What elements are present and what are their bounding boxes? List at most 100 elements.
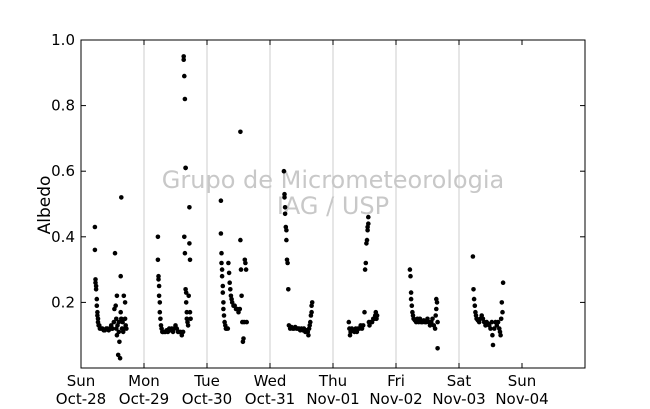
data-point (360, 323, 366, 328)
data-point (110, 326, 115, 331)
data-point (113, 303, 118, 309)
data-point (157, 300, 163, 305)
data-point (434, 306, 439, 312)
y-tick-label: 0.2 (51, 293, 75, 311)
data-point (219, 273, 225, 279)
data-point (284, 227, 289, 233)
data-point (184, 309, 190, 315)
data-point (93, 277, 98, 282)
data-point (374, 313, 380, 318)
x-tick-day-label: Fri (387, 372, 405, 390)
vertical-grid (143, 40, 460, 368)
data-point (182, 96, 188, 102)
data-point (156, 273, 161, 279)
data-point (187, 309, 193, 315)
data-point (499, 300, 505, 305)
data-point (182, 73, 187, 79)
data-point (226, 270, 232, 276)
data-point (363, 260, 369, 266)
x-tick-day-label: Thu (318, 372, 347, 390)
data-point (226, 260, 231, 266)
data-point (155, 234, 161, 240)
data-point (492, 326, 497, 331)
data-point (221, 313, 227, 318)
data-point (243, 260, 248, 266)
data-point (112, 250, 118, 256)
y-tick-label: 0.8 (51, 97, 75, 115)
data-point (94, 296, 100, 302)
data-point (239, 293, 244, 299)
data-point (157, 309, 163, 315)
data-point (227, 280, 232, 286)
data-point (183, 300, 189, 305)
data-point (117, 339, 122, 345)
data-point (94, 303, 100, 309)
data-point (500, 309, 505, 315)
x-tick-date-label: Oct-31 (245, 390, 295, 408)
data-point (118, 309, 123, 315)
data-points (92, 54, 506, 361)
data-point (218, 198, 224, 203)
data-point (241, 336, 246, 341)
data-point (432, 326, 438, 331)
x-tick-day-label: Tue (193, 372, 220, 390)
data-point (366, 221, 371, 226)
data-point (238, 267, 244, 272)
y-axis-ticks: 0.2 0.4 0.6 0.8 1.0 (51, 31, 585, 311)
data-point (490, 332, 495, 338)
data-point (124, 326, 129, 331)
data-point (498, 332, 503, 338)
x-tick-day-label: Wed (254, 372, 287, 390)
data-point (489, 319, 495, 325)
data-point (158, 316, 163, 322)
watermark-line-2: IAG / USP (277, 192, 389, 220)
data-point (95, 316, 101, 322)
data-point (187, 205, 192, 210)
data-point (309, 300, 315, 305)
data-point (408, 296, 414, 302)
y-tick-label: 0.6 (51, 162, 75, 180)
data-point (434, 300, 440, 305)
data-point (187, 257, 193, 263)
data-point (244, 319, 249, 325)
data-point (156, 283, 162, 289)
data-point (433, 313, 439, 318)
x-tick-date-label: Nov-04 (495, 390, 548, 408)
data-point (121, 293, 127, 299)
data-point (187, 241, 192, 246)
data-point (117, 355, 123, 361)
data-point (93, 283, 99, 289)
data-point (471, 296, 477, 302)
x-tick-date-label: Nov-03 (432, 390, 485, 408)
data-point (362, 267, 368, 272)
data-point (500, 280, 506, 286)
data-point (221, 306, 226, 312)
data-point (346, 319, 352, 325)
data-point (409, 303, 415, 309)
data-point (182, 234, 187, 240)
data-point (285, 260, 290, 266)
data-point (183, 165, 188, 171)
data-point (156, 277, 161, 282)
data-point (407, 267, 413, 272)
data-point (408, 290, 414, 295)
data-point (238, 237, 243, 243)
data-point (180, 329, 186, 335)
x-axis-ticks: SunOct-28MonOct-29TueOct-30WedOct-31ThuN… (56, 40, 549, 408)
data-point (490, 342, 496, 348)
data-point (92, 224, 98, 230)
data-point (111, 319, 117, 325)
watermark-line-1: Grupo de Micrometeorologia (162, 166, 504, 194)
data-point (471, 287, 476, 292)
x-tick-date-label: Oct-29 (119, 390, 169, 408)
x-tick-date-label: Oct-28 (56, 390, 106, 408)
data-point (116, 319, 122, 325)
data-point (228, 287, 233, 292)
x-tick-date-label: Nov-02 (369, 390, 422, 408)
data-point (243, 267, 249, 272)
data-point (185, 323, 191, 328)
data-point (221, 300, 226, 305)
data-point (220, 283, 226, 289)
data-point (118, 273, 123, 279)
